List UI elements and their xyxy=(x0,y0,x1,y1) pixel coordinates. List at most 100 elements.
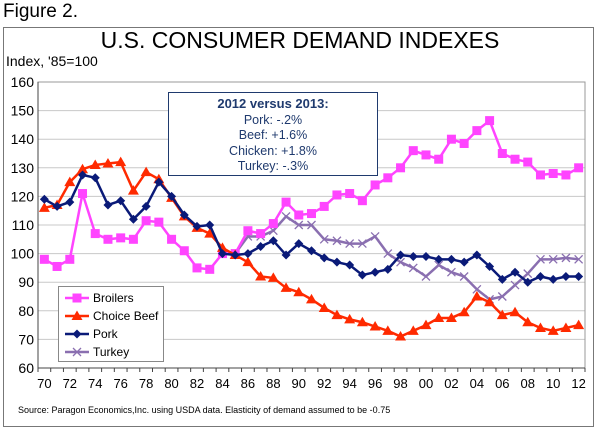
data-point-pork xyxy=(192,221,202,231)
x-tick-label: 10 xyxy=(546,376,560,391)
x-mark xyxy=(332,236,342,246)
data-point-pork xyxy=(217,249,227,259)
data-point-broilers xyxy=(154,217,164,227)
data-point-broilers xyxy=(103,234,113,244)
x-mark xyxy=(446,267,456,277)
legend-marker-x xyxy=(72,347,82,357)
data-point-broilers xyxy=(396,163,406,173)
data-point-pork xyxy=(78,170,88,180)
data-point-pork xyxy=(230,250,240,260)
data-point-broilers xyxy=(446,134,456,144)
x-tick-label: 82 xyxy=(190,376,204,391)
data-point-pork xyxy=(548,274,558,284)
x-tick-label: 84 xyxy=(215,376,229,391)
data-point-choice-beef xyxy=(509,306,521,317)
data-point-turkey xyxy=(332,236,342,246)
x-mark xyxy=(472,284,482,294)
data-point-broilers xyxy=(192,263,202,273)
x-tick-label: 06 xyxy=(495,376,509,391)
x-mark xyxy=(370,231,380,241)
data-point-broilers xyxy=(497,149,507,158)
data-point-broilers xyxy=(523,157,533,167)
annotation-heading: 2012 versus 2013: xyxy=(217,96,329,111)
annotation-chicken: Chicken: +1.8% xyxy=(229,143,317,158)
x-tick-label: 96 xyxy=(368,376,382,391)
data-point-broilers xyxy=(332,190,342,200)
data-point-pork xyxy=(332,257,342,267)
legend-marker-square xyxy=(72,293,82,303)
data-point-choice-beef xyxy=(534,322,546,332)
data-point-broilers xyxy=(421,150,431,160)
data-point-pork xyxy=(103,200,113,210)
data-point-broilers xyxy=(243,226,253,236)
data-point-turkey xyxy=(536,254,545,264)
data-point-pork xyxy=(52,201,62,211)
data-point-broilers xyxy=(307,209,316,219)
data-point-choice-beef xyxy=(293,286,305,297)
y-tick-label: 90 xyxy=(18,274,34,290)
data-point-pork xyxy=(459,257,469,267)
data-point-choice-beef xyxy=(420,319,432,330)
data-point-pork xyxy=(446,254,456,264)
data-point-choice-beef xyxy=(382,325,394,335)
legend-markers xyxy=(65,293,89,357)
y-axis-label: Index, '85=100 xyxy=(6,53,98,69)
data-point-pork xyxy=(319,253,329,263)
legend-marker-triangle xyxy=(71,310,83,320)
data-point-turkey xyxy=(497,292,507,301)
legend-turkey: Turkey xyxy=(93,345,130,359)
data-point-pork xyxy=(357,270,367,280)
x-mark xyxy=(319,234,329,244)
x-mark xyxy=(434,260,444,270)
x-mark xyxy=(345,239,355,249)
data-point-pork xyxy=(307,246,316,256)
data-point-pork xyxy=(574,271,584,281)
data-point-choice-beef xyxy=(318,302,330,312)
data-point-broilers xyxy=(574,163,584,173)
data-point-pork xyxy=(39,194,49,204)
data-point-turkey xyxy=(561,253,571,263)
data-point-broilers xyxy=(472,126,482,136)
x-tick-label: 80 xyxy=(164,376,178,391)
series-line-turkey xyxy=(234,214,579,301)
data-point-broilers xyxy=(90,229,100,239)
data-point-broilers xyxy=(535,170,545,180)
data-point-pork xyxy=(434,254,444,264)
data-point-pork xyxy=(561,271,571,281)
data-point-choice-beef xyxy=(115,156,127,167)
data-point-choice-beef xyxy=(102,158,114,168)
data-point-choice-beef xyxy=(471,291,483,301)
data-point-pork xyxy=(256,241,266,251)
series-line-pork xyxy=(43,173,579,284)
data-point-pork xyxy=(523,277,533,287)
x-tick-label: 00 xyxy=(419,376,433,391)
data-point-pork xyxy=(472,250,482,260)
data-point-turkey xyxy=(370,231,380,241)
y-tick-label: 150 xyxy=(11,103,35,119)
data-point-broilers xyxy=(39,254,49,264)
data-point-choice-beef xyxy=(522,316,534,327)
data-point-broilers xyxy=(52,261,62,271)
data-point-broilers xyxy=(459,138,469,148)
data-point-turkey xyxy=(408,263,418,273)
data-point-pork xyxy=(243,249,253,259)
y-tick-label: 70 xyxy=(18,331,34,347)
x-mark xyxy=(548,254,558,264)
data-point-choice-beef xyxy=(38,202,50,212)
data-point-turkey xyxy=(434,260,444,270)
x-tick-label: 76 xyxy=(113,376,127,391)
x-mark xyxy=(307,220,316,230)
data-point-broilers xyxy=(205,264,215,274)
x-tick-label: 78 xyxy=(139,376,153,391)
data-point-broilers xyxy=(179,246,189,256)
x-tick-label: 88 xyxy=(266,376,280,391)
data-point-choice-beef xyxy=(280,282,292,292)
data-point-turkey xyxy=(459,272,469,281)
data-point-choice-beef xyxy=(331,309,343,320)
y-tick-label: 130 xyxy=(11,160,35,176)
data-point-choice-beef xyxy=(573,319,585,330)
data-point-choice-beef xyxy=(433,312,445,322)
legend-marker-diamond xyxy=(72,329,82,339)
data-point-pork xyxy=(497,274,507,284)
